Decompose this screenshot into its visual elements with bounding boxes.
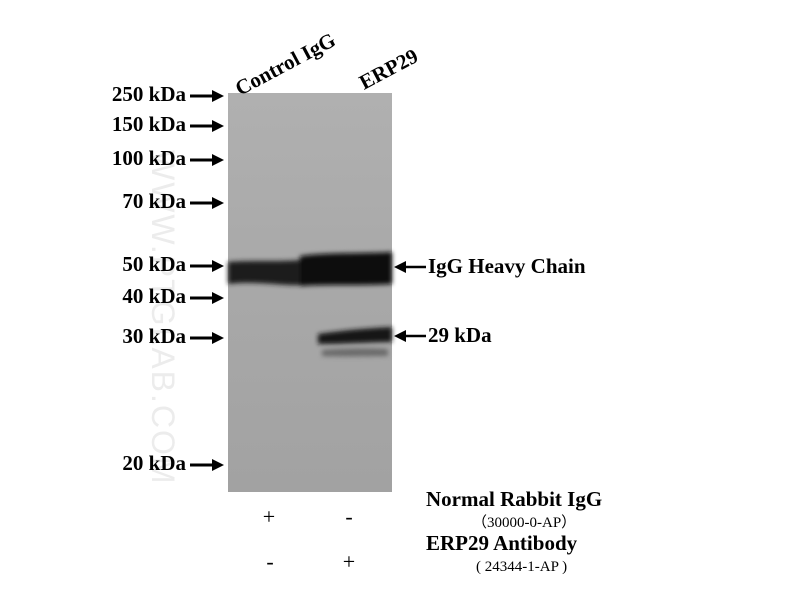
marker-label: 250 kDa (112, 82, 187, 106)
band-label: IgG Heavy Chain (428, 254, 586, 278)
band-faint (322, 348, 388, 357)
lane-label: Control IgG (231, 28, 339, 101)
marker-arrows (190, 94, 214, 467)
reagent-name: ERP29 Antibody (426, 531, 578, 555)
marker-label: 70 kDa (122, 189, 186, 213)
lane-sign: - (266, 549, 273, 574)
lane-sign: + (343, 549, 355, 574)
marker-label: 40 kDa (122, 284, 186, 308)
band-igg-lane1 (228, 258, 312, 286)
bands (228, 252, 392, 357)
catalog-number: ( 24344-1-AP ) (476, 559, 567, 575)
lane-sign: - (345, 504, 352, 529)
band-29kda (318, 327, 392, 344)
markers: 250 kDa 150 kDa 100 kDa 70 kDa 50 kDa 40… (112, 82, 224, 475)
marker-arrowheads (212, 90, 224, 471)
marker-label: 150 kDa (112, 112, 187, 136)
conditions: Normal Rabbit IgG （30000-0-AP） + - ERP29… (263, 487, 602, 575)
catalog-number: （30000-0-AP） (472, 514, 576, 531)
lane-label: ERP29 (355, 44, 422, 95)
marker-label: 100 kDa (112, 146, 187, 170)
lane-sign: + (263, 504, 275, 529)
blot-membrane (228, 93, 392, 492)
band-annotations: IgG Heavy Chain 29 kDa (394, 254, 586, 347)
marker-label: 20 kDa (122, 451, 186, 475)
marker-label: 50 kDa (122, 252, 186, 276)
marker-label: 30 kDa (122, 324, 186, 348)
watermark: WWW.PTGLAB.COM (145, 150, 181, 486)
band-label: 29 kDa (428, 323, 492, 347)
reagent-name: Normal Rabbit IgG (426, 487, 602, 511)
band-igg-lane2 (300, 252, 392, 286)
